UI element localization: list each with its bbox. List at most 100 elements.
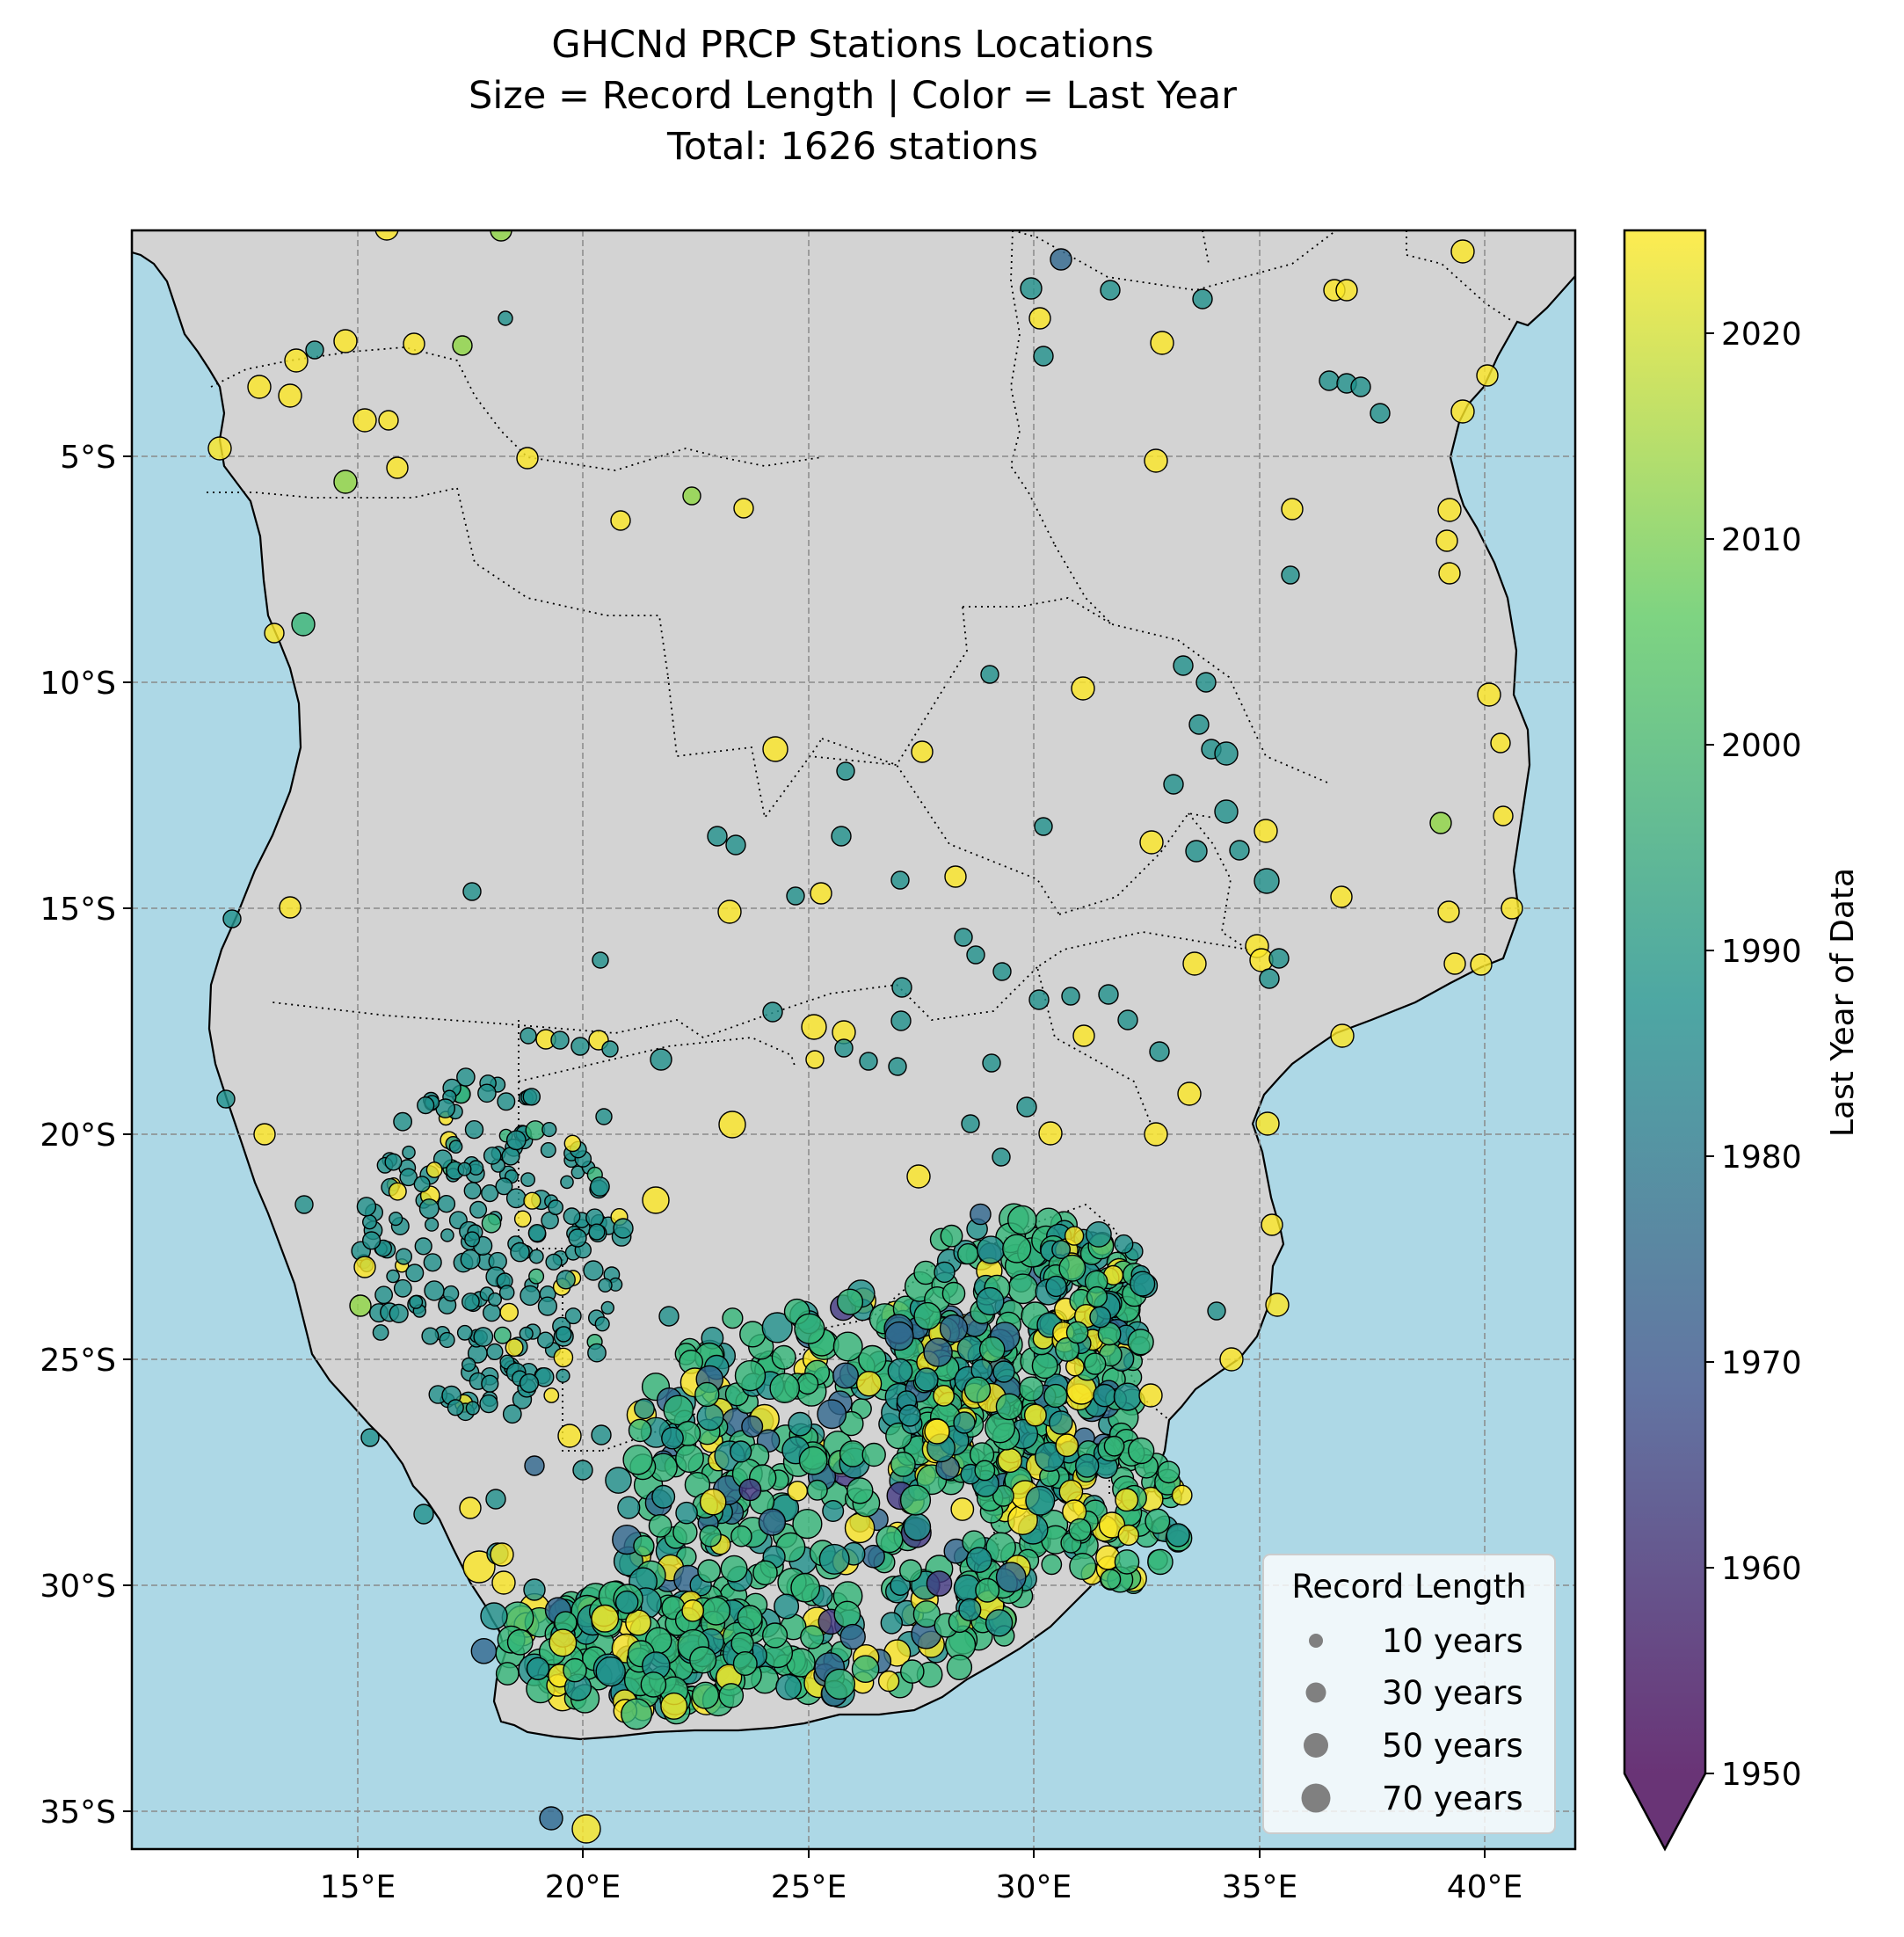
station-marker bbox=[605, 1467, 632, 1494]
station-marker bbox=[622, 1445, 653, 1475]
station-marker bbox=[617, 1496, 641, 1519]
station-marker bbox=[1115, 1488, 1139, 1512]
station-marker bbox=[775, 1673, 802, 1700]
station-marker bbox=[378, 410, 399, 431]
colorbar-tick-label: 1990 bbox=[1721, 934, 1802, 970]
station-marker bbox=[978, 1336, 1006, 1363]
station-marker bbox=[305, 340, 324, 360]
station-marker bbox=[1501, 897, 1523, 920]
station-marker bbox=[386, 1269, 400, 1284]
station-marker bbox=[794, 1313, 825, 1344]
station-marker bbox=[362, 1231, 382, 1250]
station-marker bbox=[992, 962, 1012, 981]
station-marker bbox=[1166, 1523, 1190, 1547]
station-marker bbox=[1335, 279, 1358, 302]
station-marker bbox=[954, 928, 973, 947]
station-marker bbox=[1214, 741, 1239, 766]
station-marker bbox=[887, 1358, 913, 1384]
station-marker bbox=[681, 1599, 705, 1622]
station-marker bbox=[448, 1140, 463, 1154]
station-marker bbox=[601, 1040, 619, 1058]
station-marker bbox=[1086, 1285, 1108, 1307]
station-marker bbox=[839, 1623, 866, 1650]
station-marker bbox=[1350, 376, 1371, 397]
legend-marker-30-years bbox=[1305, 1682, 1326, 1703]
station-marker bbox=[588, 1223, 606, 1241]
station-marker bbox=[462, 882, 482, 901]
station-marker bbox=[498, 310, 513, 326]
station-marker bbox=[1207, 1301, 1226, 1321]
station-marker bbox=[758, 1508, 787, 1536]
station-marker bbox=[480, 1602, 508, 1630]
station-marker bbox=[1007, 1273, 1039, 1305]
map-frame bbox=[130, 229, 1577, 1851]
station-marker bbox=[933, 1385, 956, 1407]
station-marker bbox=[934, 1261, 956, 1284]
station-marker bbox=[526, 1657, 550, 1681]
station-marker bbox=[549, 1628, 578, 1657]
station-marker bbox=[997, 1447, 1023, 1474]
title-line-2: Size = Record Length | Color = Last Year bbox=[469, 74, 1237, 118]
station-marker bbox=[1114, 1234, 1134, 1254]
station-marker bbox=[498, 1285, 515, 1300]
station-marker bbox=[557, 1424, 582, 1448]
station-marker bbox=[833, 1600, 861, 1628]
station-marker bbox=[540, 1141, 556, 1158]
station-marker bbox=[787, 1481, 809, 1502]
station-marker bbox=[424, 1280, 445, 1301]
station-marker bbox=[1055, 1433, 1079, 1458]
station-marker bbox=[628, 1418, 652, 1443]
station-marker bbox=[738, 1478, 762, 1502]
station-marker bbox=[585, 1208, 605, 1227]
station-marker bbox=[459, 1496, 482, 1519]
station-marker bbox=[1055, 1336, 1080, 1362]
station-marker bbox=[536, 1331, 555, 1349]
station-marker bbox=[1071, 676, 1095, 701]
station-marker bbox=[555, 1326, 572, 1343]
station-marker bbox=[524, 1455, 545, 1476]
legend-marker-10-years bbox=[1309, 1634, 1323, 1648]
station-marker bbox=[418, 1198, 440, 1220]
station-marker bbox=[985, 1532, 1016, 1563]
station-marker bbox=[1002, 1234, 1032, 1263]
station-marker bbox=[970, 1203, 992, 1226]
station-marker bbox=[572, 1460, 593, 1481]
station-marker bbox=[613, 1218, 634, 1239]
legend-label: 50 years bbox=[1382, 1727, 1523, 1765]
station-marker bbox=[1259, 968, 1280, 989]
station-marker bbox=[822, 1499, 845, 1522]
station-marker bbox=[447, 1399, 464, 1416]
station-marker bbox=[699, 1525, 722, 1547]
x-axis-labels: 15°E 20°E 25°E 30°E 35°E 40°E bbox=[320, 1869, 1523, 1905]
y-tick-label: 25°S bbox=[40, 1343, 116, 1379]
station-marker bbox=[477, 1083, 497, 1103]
station-marker bbox=[403, 332, 425, 355]
station-marker bbox=[456, 1324, 473, 1341]
station-marker bbox=[600, 1300, 614, 1315]
station-marker bbox=[682, 486, 701, 506]
station-marker bbox=[851, 1655, 880, 1683]
station-marker bbox=[541, 1121, 557, 1138]
station-marker bbox=[992, 1484, 1014, 1507]
station-marker bbox=[992, 1147, 1011, 1167]
station-marker bbox=[513, 1210, 532, 1228]
station-marker bbox=[1117, 1009, 1138, 1030]
y-tick-label: 10°S bbox=[40, 666, 116, 702]
station-marker bbox=[801, 1014, 827, 1040]
station-marker bbox=[832, 1362, 860, 1389]
station-marker bbox=[1229, 840, 1250, 861]
map-area bbox=[132, 230, 1575, 1849]
station-marker bbox=[462, 1550, 496, 1584]
station-marker bbox=[817, 1399, 847, 1430]
station-marker bbox=[737, 1605, 763, 1631]
station-marker bbox=[899, 1559, 923, 1583]
station-marker bbox=[460, 1249, 481, 1270]
station-marker bbox=[545, 1253, 563, 1271]
station-marker bbox=[974, 1460, 996, 1482]
station-marker bbox=[717, 899, 742, 924]
station-marker bbox=[1150, 331, 1174, 355]
station-marker bbox=[1058, 1479, 1084, 1504]
colorbar-tick-label: 2000 bbox=[1721, 728, 1802, 764]
station-marker bbox=[402, 1145, 416, 1160]
colorbar-tick-label: 2010 bbox=[1721, 522, 1802, 558]
